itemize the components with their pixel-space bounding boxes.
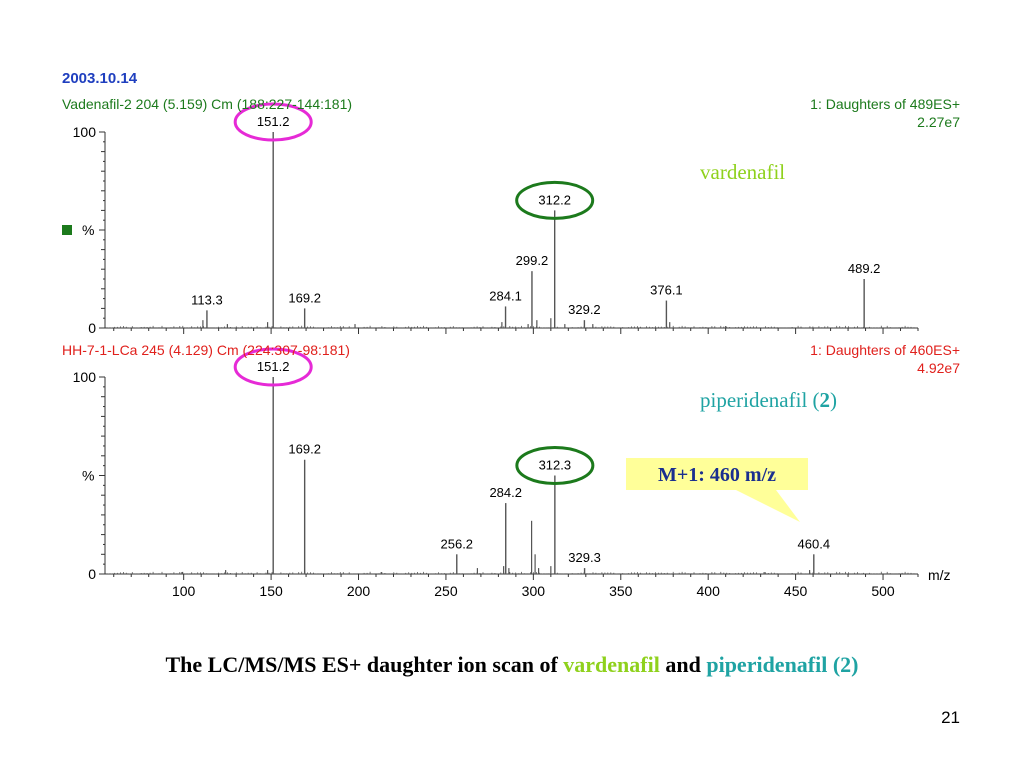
spectrum2-highlight-ring-green bbox=[515, 446, 595, 485]
spectrum1-y-tick-label-0: 0 bbox=[88, 320, 96, 336]
spectrum1-peak-label-284.1: 284.1 bbox=[489, 288, 522, 303]
spectrum2-peak-label-460.4: 460.4 bbox=[798, 536, 831, 551]
x-tick-label-250: 250 bbox=[434, 583, 458, 599]
spectrum2-peak-label-169.2: 169.2 bbox=[288, 442, 321, 457]
spectrum1-peak-label-376.1: 376.1 bbox=[650, 283, 683, 298]
spectrum1-highlight-ring-magenta bbox=[233, 102, 313, 142]
x-tick-label-200: 200 bbox=[347, 583, 371, 599]
spectrum1-peak-label-299.2: 299.2 bbox=[516, 253, 549, 268]
spectrum1-compound-label: vardenafil bbox=[700, 160, 786, 184]
compound-paren: ) bbox=[830, 388, 838, 412]
spectrum2-peak-label-151.2: 151.2 bbox=[257, 359, 290, 374]
spectrum1-title: Vadenafil-2 204 (5.159) Cm (188:227-144:… bbox=[62, 96, 353, 112]
x-tick-label-350: 350 bbox=[609, 583, 633, 599]
spectrum2-peak-label-284.2: 284.2 bbox=[489, 485, 522, 500]
spectrum2-scan-label: 1: Daughters of 460ES+ bbox=[810, 342, 960, 358]
spectrum1-peak-label-312.2: 312.2 bbox=[538, 192, 571, 207]
spectrum1-baseline-noise bbox=[108, 325, 915, 328]
spectrum1-peak-label-489.2: 489.2 bbox=[848, 261, 881, 276]
spectrum1-peak-label-113.3: 113.3 bbox=[191, 292, 223, 307]
compound-name: piperidenafil ( bbox=[700, 388, 820, 412]
x-tick-label-400: 400 bbox=[697, 583, 721, 599]
slide-number: 21 bbox=[941, 708, 960, 727]
spectrum2-y-axis-label: % bbox=[82, 468, 94, 484]
spectrum2-compound-label: piperidenafil (2) bbox=[700, 388, 837, 413]
spectrum1-y-tick-label-100: 100 bbox=[73, 124, 97, 140]
x-tick-label-450: 450 bbox=[784, 583, 808, 599]
acquisition-date: 2003.10.14 bbox=[62, 70, 138, 87]
x-tick-label-100: 100 bbox=[172, 583, 196, 599]
legend-square-icon bbox=[62, 225, 72, 235]
spectrum1-peak-label-151.2: 151.2 bbox=[257, 114, 290, 129]
caption-vardenafil: vardenafil bbox=[563, 652, 660, 677]
spectrum2-y-tick-label-0: 0 bbox=[88, 566, 96, 582]
spectrum2-baseline-noise bbox=[108, 571, 915, 574]
x-tick-label-500: 500 bbox=[871, 583, 895, 599]
spectrum2-peak-label-312.3: 312.3 bbox=[539, 458, 572, 473]
x-tick-label-150: 150 bbox=[259, 583, 283, 599]
caption-text: The LC/MS/MS ES+ daughter ion scan of bbox=[165, 652, 564, 677]
spectrum2-peak-label-329.3: 329.3 bbox=[568, 550, 601, 565]
spectrum2-peak-label-256.2: 256.2 bbox=[441, 536, 474, 551]
spectrum1-intensity: 2.27e7 bbox=[917, 114, 960, 130]
x-axis-label: m/z bbox=[928, 567, 951, 583]
spectrum1-peak-label-169.2: 169.2 bbox=[288, 290, 321, 305]
mass-spectra-plot: 0 100% 113.3 151.2 169.2 284.1 299.2 312.2 329.2… bbox=[73, 102, 951, 599]
spectrum1-peak-label-329.2: 329.2 bbox=[568, 302, 601, 317]
compound-number: 2 bbox=[819, 388, 831, 412]
m-plus-one-callout-text: M+1: 460 m/z bbox=[658, 464, 776, 486]
slide-caption: The LC/MS/MS ES+ daughter ion scan of va… bbox=[0, 652, 1024, 678]
x-tick-label-300: 300 bbox=[522, 583, 546, 599]
spectrum2-intensity: 4.92e7 bbox=[917, 360, 960, 376]
m-plus-one-callout bbox=[626, 458, 808, 522]
spectrum1-scan-label: 1: Daughters of 489ES+ bbox=[810, 96, 960, 112]
spectrum2-highlight-ring-magenta bbox=[233, 347, 313, 387]
spectrum1-highlight-ring-green bbox=[515, 180, 595, 220]
caption-piperidenafil: piperidenafil (2) bbox=[706, 652, 859, 677]
spectrum2-y-tick-label-100: 100 bbox=[73, 369, 97, 385]
caption-and: and bbox=[659, 652, 707, 677]
spectrum1-y-axis-label: % bbox=[82, 222, 94, 238]
spectrum2-title: HH-7-1-LCa 245 (4.129) Cm (224:307-98:18… bbox=[62, 342, 350, 358]
